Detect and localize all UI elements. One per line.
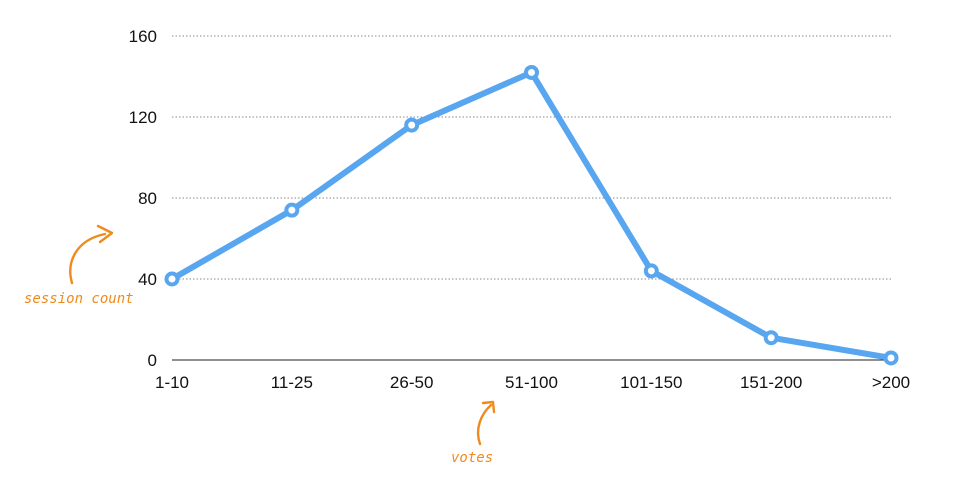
x-tick-label: 11-25 xyxy=(271,373,313,392)
x-tick-label: 51-100 xyxy=(505,373,558,392)
x-axis-annotation: votes xyxy=(451,400,496,466)
y-tick-label: 160 xyxy=(129,27,157,46)
data-point-marker xyxy=(164,271,180,287)
x-tick-label: 1-10 xyxy=(155,373,189,392)
y-tick-label: 0 xyxy=(148,351,157,370)
x-axis-tick-labels: 1-10 11-25 26-50 51-100 101-150 151-200 >200 xyxy=(155,373,910,392)
y-axis-label: session count xyxy=(24,291,134,307)
y-tick-label: 80 xyxy=(138,189,157,208)
x-tick-label: >200 xyxy=(872,373,910,392)
x-axis-annotation-arrowhead xyxy=(481,400,496,414)
x-tick-label: 101-150 xyxy=(620,373,682,392)
data-series xyxy=(164,64,899,366)
data-point-marker xyxy=(404,117,420,133)
y-axis-annotation-arrow xyxy=(69,232,107,285)
y-tick-label: 120 xyxy=(129,108,157,127)
data-point-marker xyxy=(883,350,899,366)
x-axis-annotation-arrow xyxy=(476,403,493,446)
data-point-marker xyxy=(643,263,659,279)
y-axis-annotation-arrowhead xyxy=(96,224,114,244)
data-point-marker xyxy=(524,64,539,80)
y-tick-label: 40 xyxy=(138,270,157,289)
y-axis-annotation: session count xyxy=(24,224,134,307)
gridlines xyxy=(172,35,891,361)
x-tick-label: 26-50 xyxy=(390,373,433,392)
x-axis-label: votes xyxy=(451,450,493,466)
y-axis-tick-labels: 0 40 80 120 160 xyxy=(129,27,157,370)
x-tick-label: 151-200 xyxy=(740,373,802,392)
data-point-marker xyxy=(763,330,779,346)
series-line xyxy=(169,69,894,361)
data-point-marker xyxy=(284,202,300,218)
